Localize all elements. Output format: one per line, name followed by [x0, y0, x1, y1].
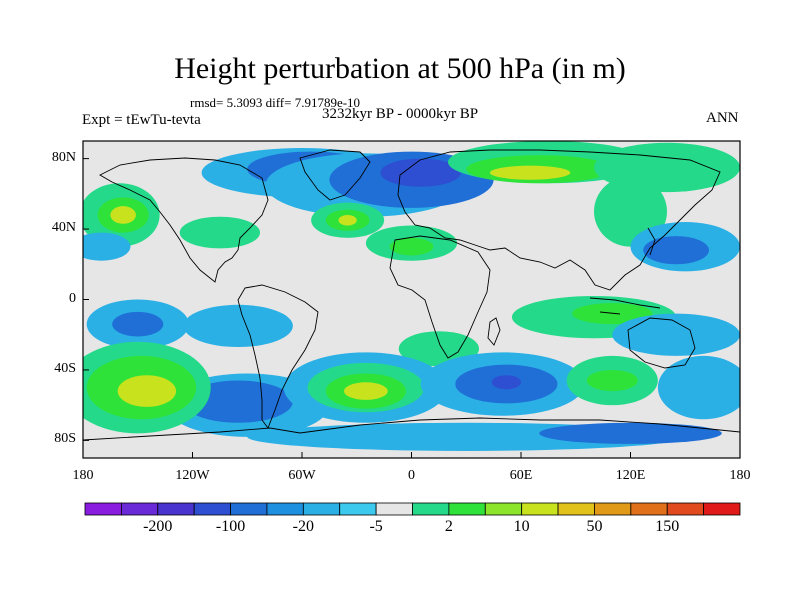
- lat-label: 40N: [51, 220, 76, 236]
- colorbar: [84, 502, 741, 516]
- contour-region-30: [183, 380, 293, 423]
- contour-region-43: [657, 355, 740, 420]
- lat-label: 40S: [54, 360, 76, 376]
- colorbar-label: -20: [292, 518, 314, 535]
- contour-region-11: [179, 216, 261, 249]
- colorbar-label: -200: [143, 518, 173, 535]
- contour-region-17: [489, 165, 571, 180]
- colorbar-swatch: [230, 502, 268, 516]
- colorbar-swatch: [412, 502, 450, 516]
- lon-label: 180: [72, 468, 94, 483]
- coastline-japan: [647, 227, 656, 256]
- colorbar-swatch: [630, 502, 668, 516]
- coastline-eurasia: [397, 149, 721, 291]
- axis-ticks: [82, 158, 741, 458]
- coastline-australia: [627, 317, 696, 369]
- contour-region-10: [338, 214, 357, 226]
- coastline-north-america: [99, 157, 269, 283]
- lon-label: 0: [408, 468, 415, 483]
- colorbar-label: 2: [444, 518, 453, 535]
- colorbar-swatch: [521, 502, 559, 516]
- colorbar-swatch: [339, 502, 377, 516]
- colorbar-swatch: [157, 502, 195, 516]
- contour-region-24: [183, 304, 293, 348]
- coastline-africa: [389, 235, 491, 359]
- coastline-greenland: [299, 149, 371, 201]
- experiment-label: Expt = tEwTu-tevta: [82, 112, 201, 128]
- colorbar-swatch: [266, 502, 304, 516]
- lat-label: 80S: [54, 431, 76, 447]
- contour-region-37: [343, 382, 388, 400]
- contour-region-13: [389, 237, 434, 256]
- colorbar-label: -5: [369, 518, 383, 535]
- period-label: 3232kyr BP - 0000kyr BP: [322, 106, 479, 122]
- contour-region-33: [117, 375, 177, 407]
- lon-label: 60W: [288, 468, 316, 483]
- colorbar-swatch: [703, 502, 741, 516]
- colorbar-swatch: [594, 502, 632, 516]
- contour-region-4: [380, 158, 461, 187]
- coastline-south-america: [237, 284, 319, 429]
- contour-region-40: [491, 375, 521, 390]
- colorbar-swatch: [84, 502, 122, 516]
- map-area: [83, 141, 740, 458]
- coastline-indonesia: [589, 297, 661, 315]
- colorbar-swatch: [484, 502, 523, 516]
- lat-label: 0: [69, 290, 76, 306]
- colorbar-swatch: [448, 502, 486, 516]
- colorbar-swatch: [302, 502, 341, 516]
- contour-region-21: [643, 236, 709, 265]
- colorbar-swatch: [666, 502, 705, 516]
- plot-title: Height perturbation at 500 hPa (in m): [174, 52, 626, 85]
- colorbar-swatch: [557, 502, 595, 516]
- colorbar-label: 150: [655, 518, 680, 535]
- coastline-madagascar: [487, 317, 501, 346]
- colorbar-swatch: [193, 502, 231, 516]
- colorbar-label: 10: [513, 518, 530, 535]
- contour-fills: [83, 141, 740, 451]
- colorbar-label: 50: [586, 518, 603, 535]
- contour-region-42: [586, 369, 638, 392]
- lon-label: 60E: [509, 468, 533, 483]
- lon-label: 120E: [615, 468, 646, 483]
- lon-label: 180: [729, 468, 751, 483]
- colorbar-swatch: [120, 502, 159, 516]
- season-label: ANN: [706, 110, 739, 126]
- stats-line: rmsd= 5.3093 diff= 7.91789e-10: [190, 95, 361, 110]
- colorbar-swatch: [375, 502, 413, 516]
- contour-region-28: [612, 313, 740, 356]
- lon-label: 120W: [175, 468, 210, 483]
- lat-label: 80N: [51, 149, 76, 165]
- contour-region-45: [539, 422, 722, 444]
- coastlines: [83, 149, 740, 441]
- contour-region-14: [83, 232, 131, 261]
- colorbar-label: -100: [215, 518, 246, 535]
- coastline-antarctica: [83, 417, 740, 441]
- contour-region-23: [112, 311, 164, 337]
- contour-region-7: [110, 206, 136, 224]
